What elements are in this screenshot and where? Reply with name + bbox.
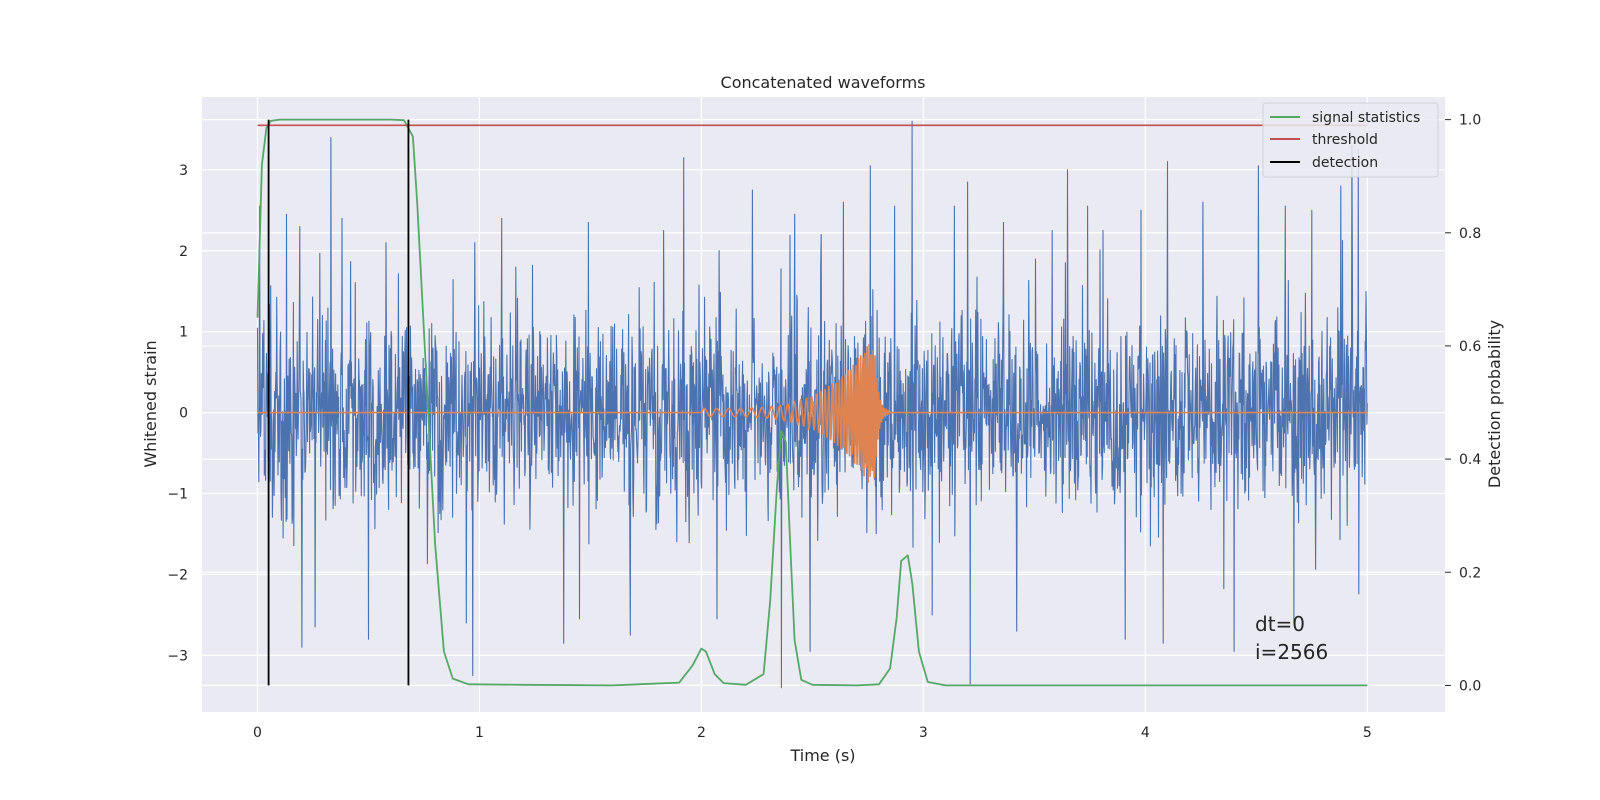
series-layer (256, 118, 1368, 689)
legend-label-threshold: threshold (1312, 132, 1378, 148)
signal-statistics-line (256, 118, 1368, 687)
y-tick-label: 3 (179, 163, 188, 179)
y2-tick-label: 1.0 (1459, 113, 1481, 129)
y-tick-label: −1 (167, 487, 188, 503)
x-tick-label: 2 (697, 725, 706, 741)
x-tick-label: 0 (253, 725, 262, 741)
x-tick-label: 1 (475, 725, 484, 741)
y-tick-label: −3 (167, 648, 188, 664)
y-tick-label: −2 (167, 567, 188, 583)
y2-tick-label: 0.0 (1459, 678, 1481, 694)
y-tick-label: 0 (179, 406, 188, 422)
y2-tick-label: 0.8 (1459, 226, 1481, 242)
x-tick-label: 3 (919, 725, 928, 741)
y2-tick-label: 0.2 (1459, 565, 1481, 581)
annotation-index: i=2566 (1255, 640, 1328, 664)
noise-series-line (256, 120, 1368, 689)
x-tick-label: 5 (1363, 725, 1372, 741)
legend: signal statistics threshold detection (1262, 102, 1439, 178)
y-tick-label: 1 (179, 325, 188, 341)
legend-label-detection: detection (1312, 155, 1378, 171)
y2-tick-label: 0.4 (1459, 452, 1481, 468)
y-tick-label: 2 (179, 244, 188, 260)
x-axis-title: Time (s) (789, 746, 855, 765)
y2-tick-label: 0.6 (1459, 339, 1481, 355)
chart-title: Concatenated waveforms (721, 73, 926, 92)
annotation-dt: dt=0 (1255, 612, 1305, 636)
y-axis-title: Whitened strain (141, 340, 160, 467)
y2-axis-title: Detection probability (1485, 320, 1504, 488)
axes-layer: 0 1 2 3 4 5 −3 −2 −1 0 1 2 3 0.0 0.2 0.4 0.6 0.8 1.0 (167, 113, 1481, 741)
legend-box (1262, 102, 1439, 178)
injected-waveform-line (257, 343, 1368, 483)
x-tick-label: 4 (1141, 725, 1150, 741)
legend-label-signal-statistics: signal statistics (1312, 110, 1420, 126)
